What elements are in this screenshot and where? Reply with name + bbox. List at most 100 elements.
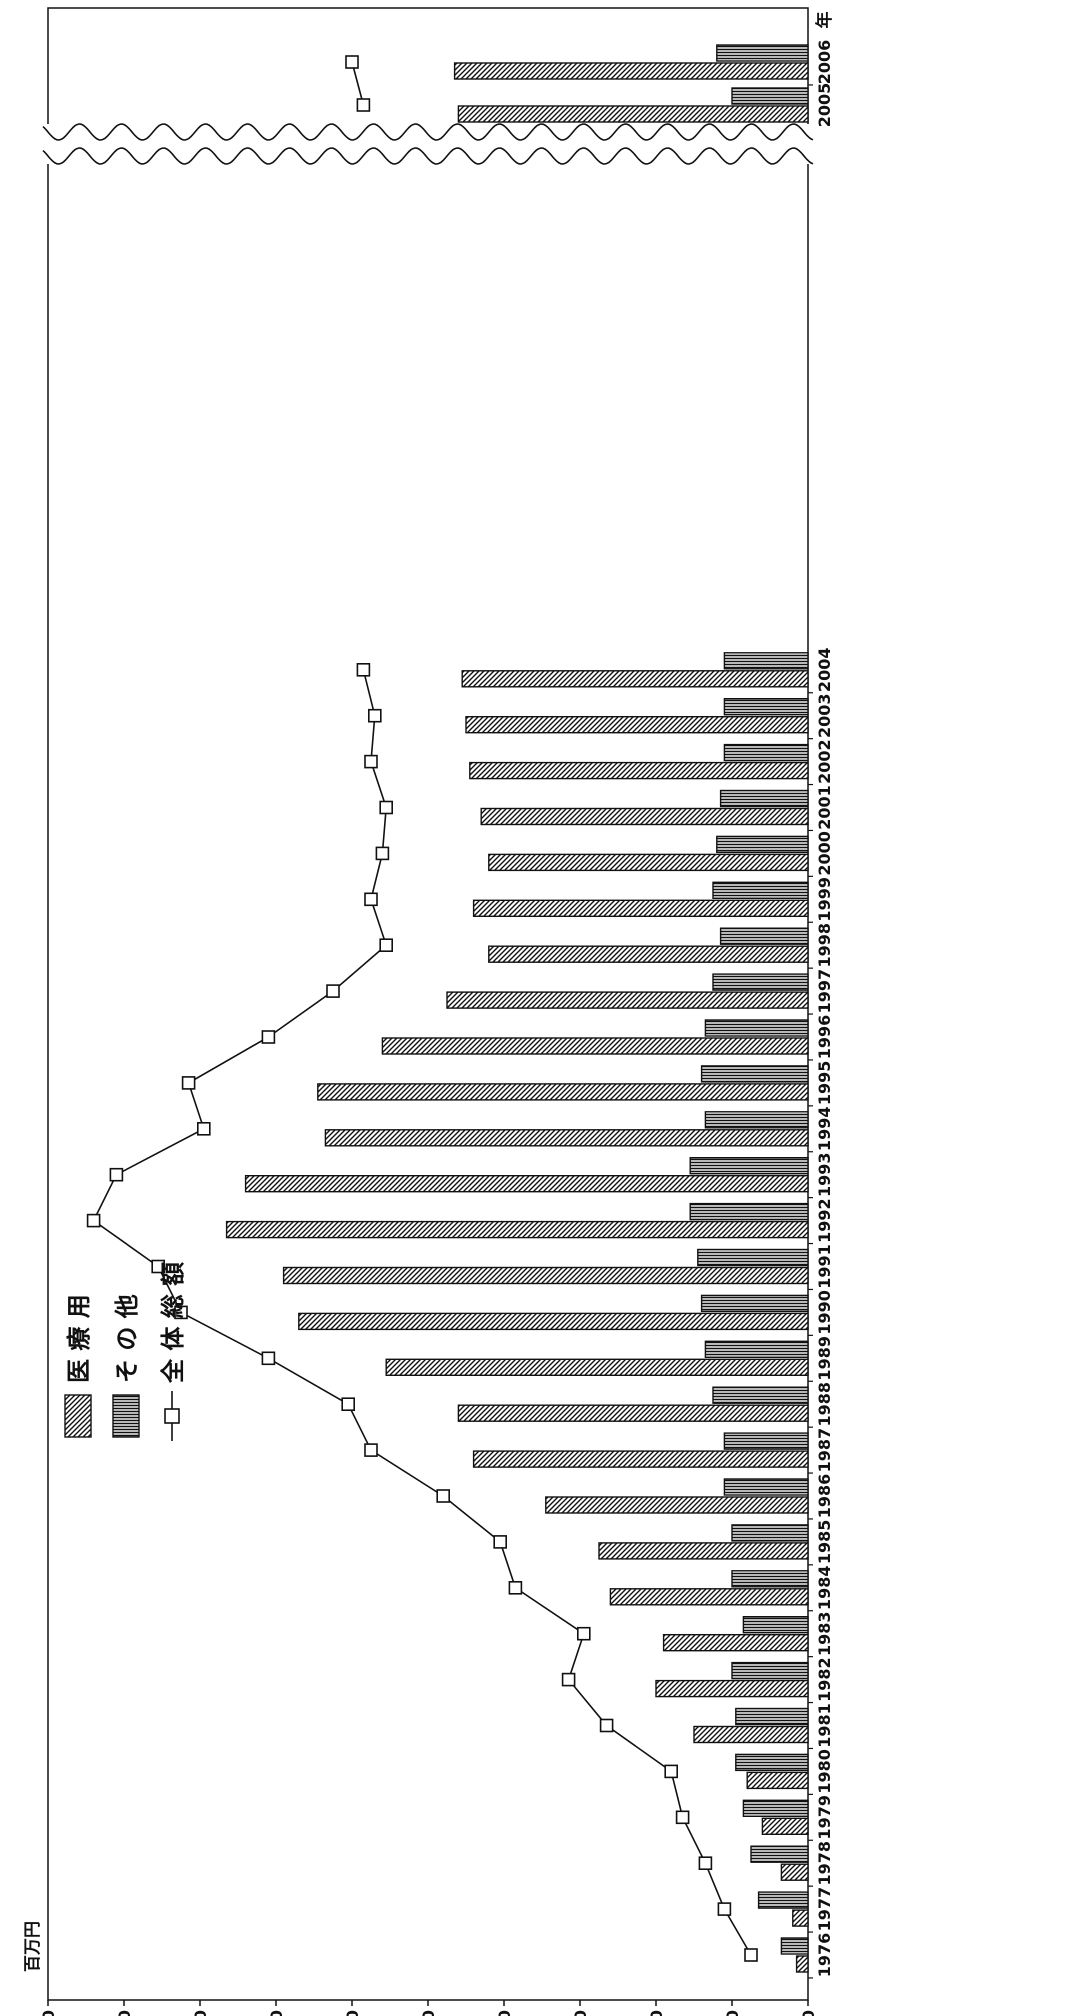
y-tick-label: 60,000 <box>571 2010 590 2016</box>
total-marker <box>717 1902 732 1916</box>
total-marker <box>561 1672 576 1687</box>
axis-break <box>40 123 830 165</box>
total-marker <box>345 55 359 69</box>
bar-sonota <box>757 1891 809 1909</box>
total-marker <box>576 1626 591 1641</box>
x-tick-label: 1986 <box>815 1474 834 1519</box>
total-marker <box>698 1856 713 1870</box>
bar-sonota <box>712 881 809 899</box>
bar-sonota <box>750 1845 809 1863</box>
bar-sonota <box>723 1478 809 1496</box>
bar-iryoyo <box>381 1037 809 1055</box>
axis-break-wave <box>42 147 814 165</box>
legend-swatch-sonota <box>112 1394 140 1438</box>
bar-sonota <box>723 652 809 670</box>
axis-break-wave <box>42 123 814 141</box>
x-tick-label: 1984 <box>815 1566 834 1611</box>
x-tick-label: 1976 <box>815 1933 834 1978</box>
total-marker <box>174 1305 188 1320</box>
bar-iryoyo <box>746 1771 809 1790</box>
y-tick-label: 140,000 <box>267 2010 286 2016</box>
total-marker <box>364 892 378 907</box>
y-tick-label: 200,000 <box>39 2010 58 2016</box>
bar-iryoyo <box>472 1450 809 1468</box>
total-marker <box>375 846 390 861</box>
total-marker <box>181 1076 196 1090</box>
x-tick-label: 1989 <box>815 1336 834 1381</box>
y-tick-label: 40,000 <box>647 2010 666 2016</box>
bar-sonota <box>697 1248 809 1267</box>
bar-sonota <box>735 1753 809 1772</box>
total-marker <box>261 1030 276 1044</box>
bar-iryoyo <box>298 1312 809 1331</box>
total-marker <box>744 1948 758 1962</box>
total-marker <box>493 1535 508 1549</box>
x-tick-label: 1980 <box>815 1749 834 1794</box>
bar-sonota <box>700 1065 809 1083</box>
x-unit-label: 年 <box>814 12 835 29</box>
x-tick-label: 1995 <box>815 1061 834 1106</box>
x-tick-label: 2003 <box>815 693 834 738</box>
total-marker <box>197 1122 211 1136</box>
bar-sonota <box>731 1570 809 1588</box>
bar-iryoyo <box>598 1542 809 1560</box>
x-tick-label: 1992 <box>815 1198 834 1243</box>
total-line-recent <box>351 61 365 106</box>
bar-sonota <box>689 1156 809 1175</box>
x-tick-label: 1993 <box>815 1152 834 1197</box>
total-marker <box>356 98 371 112</box>
bar-iryoyo <box>780 1863 809 1881</box>
x-tick-label: 1998 <box>815 923 834 968</box>
total-marker <box>326 984 340 998</box>
legend-label-total: 全 体 総 額 <box>159 1262 187 1384</box>
x-tick-label: 2001 <box>815 785 834 830</box>
bar-iryoyo <box>324 1129 809 1147</box>
total-marker <box>151 1259 165 1274</box>
bar-iryoyo <box>609 1588 809 1606</box>
bar-iryoyo <box>225 1220 809 1239</box>
bar-sonota <box>704 1019 809 1037</box>
x-tick-label: 1985 <box>815 1520 834 1565</box>
bar-iryoyo <box>457 105 809 123</box>
y-tick-label: 120,000 <box>343 2010 362 2016</box>
bar-iryoyo <box>655 1679 809 1698</box>
bar-iryoyo <box>469 761 809 780</box>
bar-iryoyo <box>761 1817 809 1836</box>
x-tick-label: 1981 <box>815 1703 834 1748</box>
x-tick-label: 1996 <box>815 1015 834 1060</box>
x-tick-label: 2006 <box>815 40 834 85</box>
total-marker <box>109 1167 124 1182</box>
bar-sonota <box>700 1294 809 1313</box>
x-tick-label: 1983 <box>815 1611 834 1656</box>
y-tick-label: 20,000 <box>723 2010 742 2016</box>
bar-sonota <box>723 698 809 716</box>
bar-sonota <box>719 789 809 808</box>
bar-sonota <box>742 1799 809 1818</box>
total-marker <box>367 708 382 723</box>
bar-sonota <box>780 1937 809 1955</box>
total-marker <box>436 1489 451 1503</box>
total-marker <box>364 1443 378 1457</box>
total-marker <box>341 1397 356 1411</box>
bar-sonota <box>704 1340 809 1359</box>
bar-iryoyo <box>795 1955 809 1973</box>
bar-sonota <box>723 1432 809 1450</box>
y-tick-label: 160,000 <box>191 2010 210 2016</box>
bar-iryoyo <box>317 1083 809 1101</box>
x-tick-label: 1990 <box>815 1290 834 1335</box>
total-marker <box>356 662 371 677</box>
x-tick-label: 1994 <box>815 1107 834 1152</box>
legend-label-iryoyo: 医 療 用 <box>65 1294 93 1383</box>
legend-label-sonota: そ の 他 <box>113 1294 141 1383</box>
y-tick-label: 80,000 <box>495 2010 514 2016</box>
bar-sonota <box>712 973 809 991</box>
bar-iryoyo <box>480 807 809 826</box>
x-tick-label: 1979 <box>815 1795 834 1840</box>
bar-iryoyo <box>461 670 809 688</box>
bar-iryoyo <box>662 1633 809 1652</box>
x-tick-label: 1977 <box>815 1887 834 1932</box>
bar-sonota <box>712 1386 809 1404</box>
y-unit-label: 百万円 <box>23 1921 43 1972</box>
bar-iryoyo <box>472 899 809 917</box>
